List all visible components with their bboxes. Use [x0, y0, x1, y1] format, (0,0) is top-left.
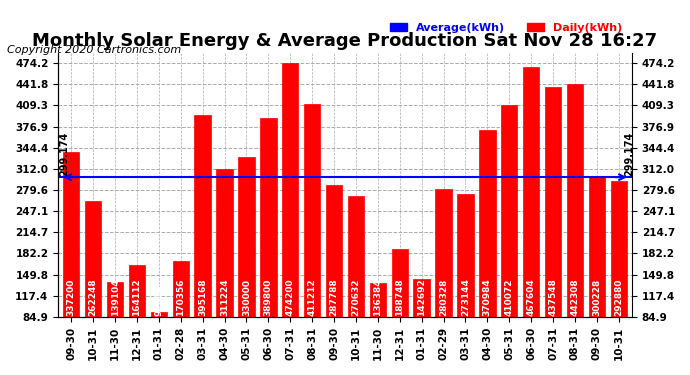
Bar — [501, 105, 518, 372]
Text: 292880: 292880 — [614, 278, 623, 316]
Bar — [457, 194, 473, 372]
Text: 467604: 467604 — [526, 278, 535, 316]
Bar — [391, 249, 408, 372]
Bar — [217, 170, 233, 372]
Text: 280328: 280328 — [439, 278, 448, 316]
Bar — [326, 184, 342, 372]
Text: 395168: 395168 — [198, 278, 207, 316]
Text: 164112: 164112 — [132, 278, 141, 316]
Text: 170356: 170356 — [176, 278, 185, 316]
Text: 142692: 142692 — [417, 278, 426, 316]
Bar — [566, 84, 583, 372]
Text: 337200: 337200 — [67, 278, 76, 316]
Text: 92564: 92564 — [155, 284, 164, 316]
Text: 262248: 262248 — [88, 278, 98, 316]
Text: Copyright 2020 Cartronics.com: Copyright 2020 Cartronics.com — [7, 45, 181, 55]
Text: 270632: 270632 — [351, 278, 360, 316]
Bar — [85, 201, 101, 372]
Text: 273144: 273144 — [461, 278, 470, 316]
Bar — [370, 284, 386, 372]
Bar — [63, 152, 79, 372]
Text: 410072: 410072 — [505, 278, 514, 316]
Bar — [413, 279, 430, 372]
Bar — [107, 282, 124, 372]
Text: 311224: 311224 — [220, 278, 229, 316]
Bar — [435, 189, 452, 372]
Legend: Average(kWh), Daily(kWh): Average(kWh), Daily(kWh) — [386, 19, 627, 38]
Bar — [260, 118, 277, 372]
Bar — [479, 130, 495, 372]
Text: 389800: 389800 — [264, 278, 273, 316]
Text: 330000: 330000 — [242, 279, 251, 316]
Bar — [195, 115, 211, 372]
Bar — [238, 157, 255, 372]
Text: 411212: 411212 — [308, 278, 317, 316]
Text: 188748: 188748 — [395, 278, 404, 316]
Bar — [545, 87, 561, 372]
Text: 136384: 136384 — [373, 278, 382, 316]
Bar — [129, 265, 145, 372]
Title: Monthly Solar Energy & Average Production Sat Nov 28 16:27: Monthly Solar Energy & Average Productio… — [32, 32, 658, 50]
Text: 139104: 139104 — [110, 278, 119, 316]
Bar — [282, 63, 299, 372]
Bar — [589, 177, 605, 372]
Text: 299.174: 299.174 — [624, 132, 635, 176]
Bar — [523, 68, 540, 372]
Bar — [611, 181, 627, 372]
Text: 442308: 442308 — [571, 278, 580, 316]
Bar — [348, 196, 364, 372]
Text: 437548: 437548 — [549, 278, 558, 316]
Text: 370984: 370984 — [483, 278, 492, 316]
Text: 474200: 474200 — [286, 278, 295, 316]
Text: 287788: 287788 — [330, 278, 339, 316]
Bar — [150, 312, 167, 372]
Text: 300228: 300228 — [592, 278, 602, 316]
Bar — [172, 261, 189, 372]
Text: 299.174: 299.174 — [59, 132, 70, 176]
Bar — [304, 104, 320, 372]
